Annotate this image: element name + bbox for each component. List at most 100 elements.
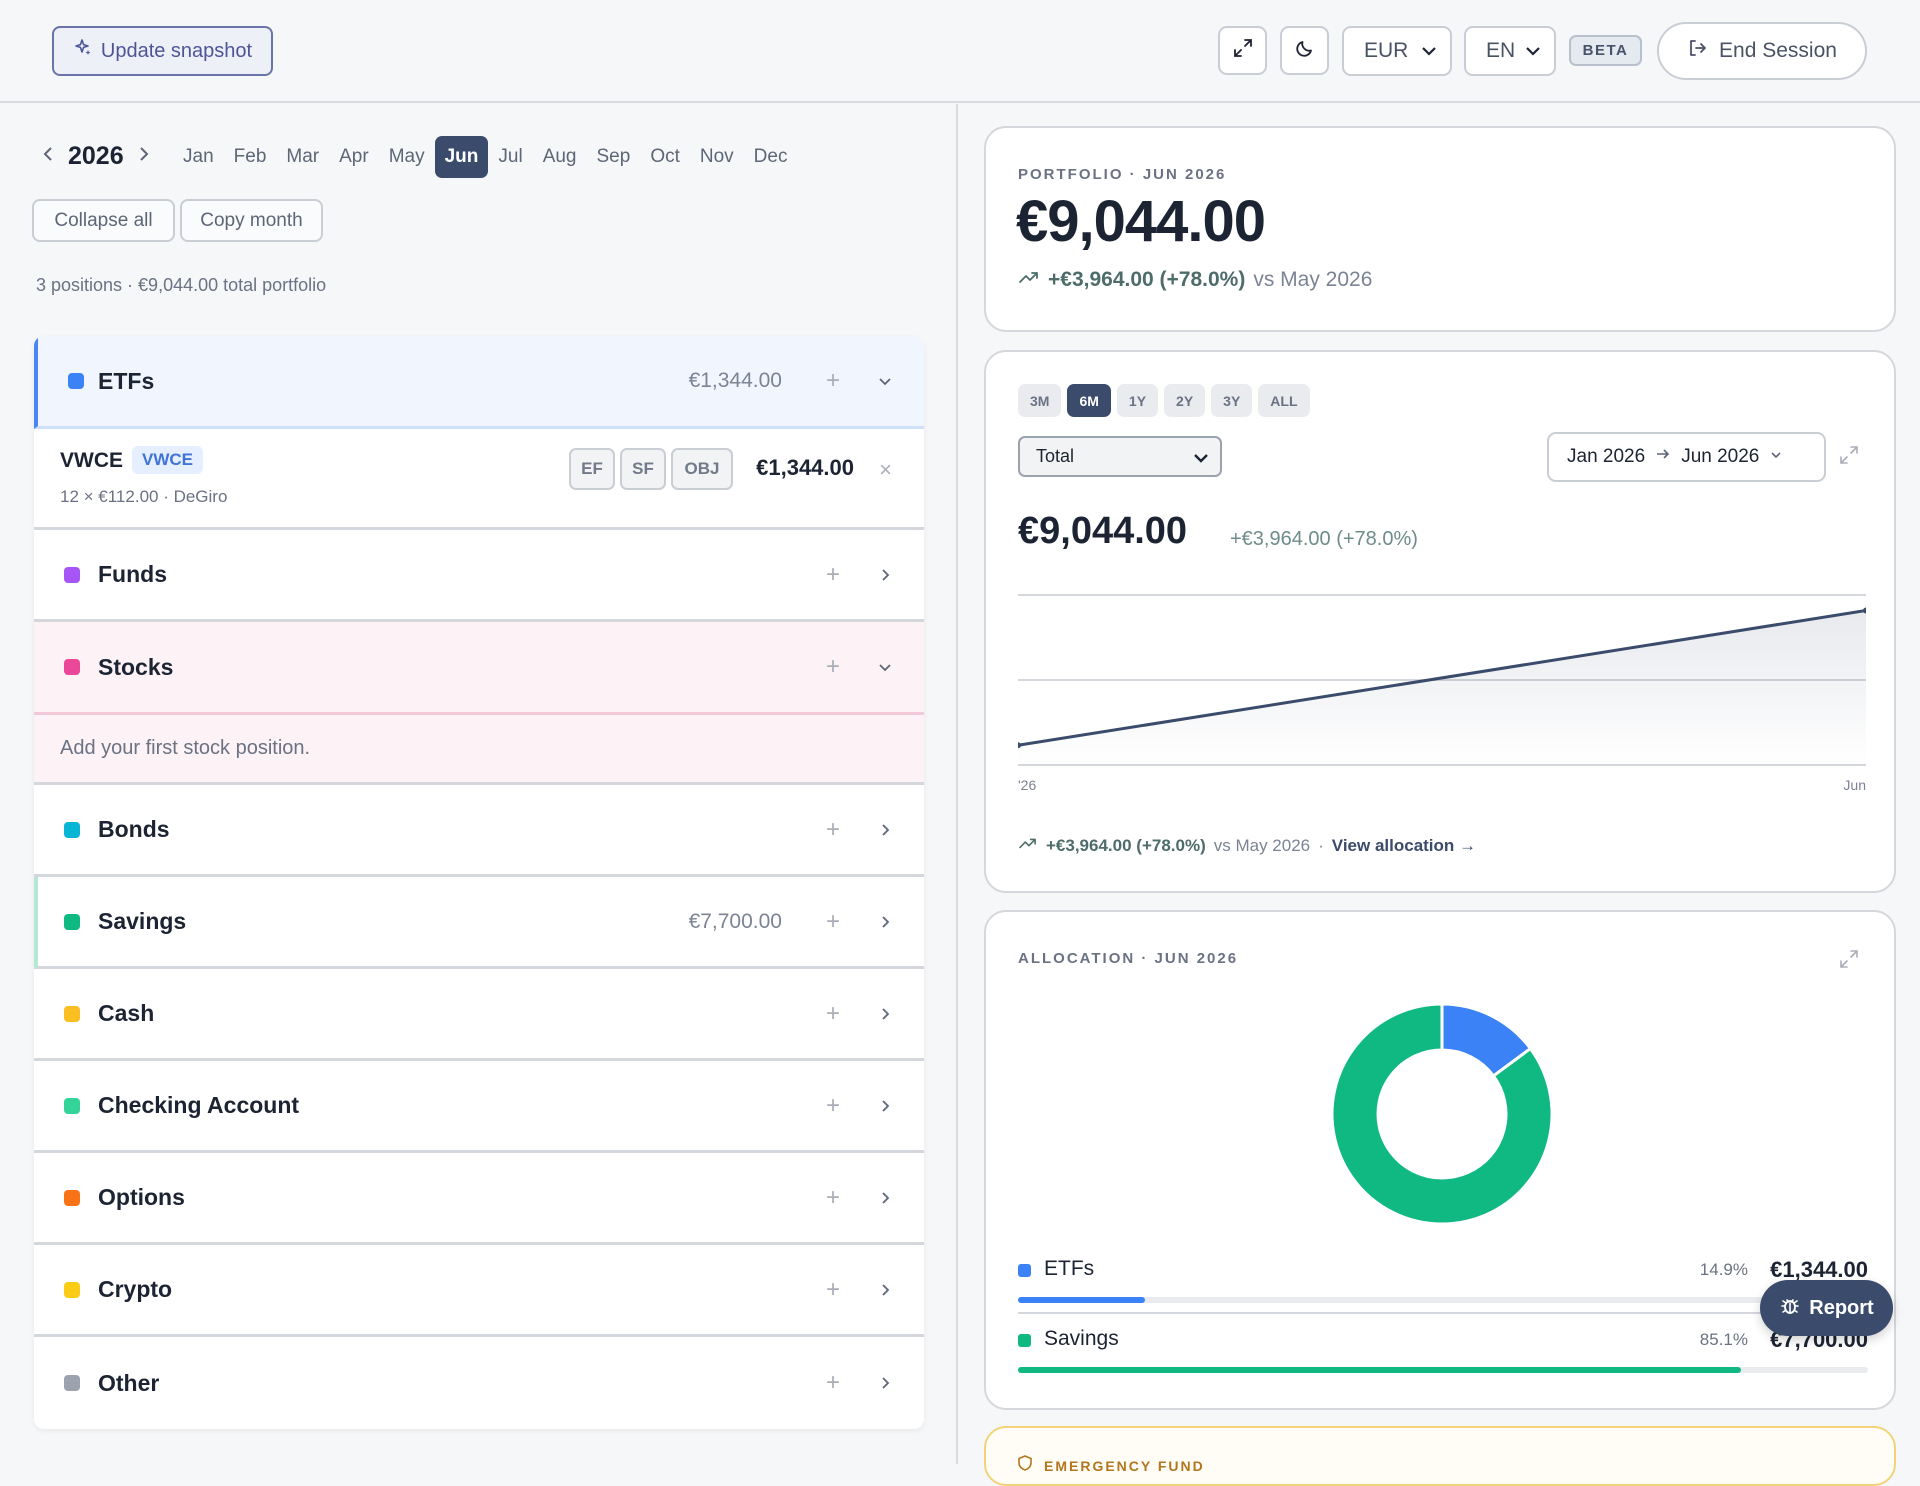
add-position-icon[interactable]: +	[825, 1183, 840, 1211]
chevron-right-icon[interactable]	[876, 1281, 894, 1299]
chevron-right-icon[interactable]	[876, 1005, 894, 1023]
add-position-icon[interactable]: +	[825, 1275, 840, 1303]
language-select[interactable]: EN	[1464, 26, 1556, 76]
report-bug-button[interactable]: Report	[1760, 1280, 1893, 1336]
series-select[interactable]: Total	[1018, 436, 1222, 477]
add-position-icon[interactable]: +	[825, 1369, 840, 1396]
add-position-icon[interactable]: +	[825, 653, 840, 680]
allocation-card: ALLOCATION · JUN 2026 ETFs 14.9% €1,344.…	[984, 910, 1896, 1410]
range-tab-all[interactable]: ALL	[1258, 384, 1310, 417]
chevron-down-icon[interactable]	[876, 658, 894, 676]
range-tab-3y[interactable]: 3Y	[1211, 384, 1253, 417]
category-row-checking-account[interactable]: Checking Account +	[34, 1061, 924, 1153]
category-row-funds[interactable]: Funds +	[34, 530, 924, 622]
add-position-icon[interactable]: +	[825, 999, 840, 1027]
tag-obj-button[interactable]: OBJ	[671, 448, 733, 490]
arrow-right-icon	[1655, 446, 1671, 468]
add-position-icon[interactable]: +	[825, 907, 840, 935]
month-tab-nov[interactable]: Nov	[699, 146, 734, 167]
month-tab-mar[interactable]: Mar	[286, 146, 320, 167]
range-tab-2y[interactable]: 2Y	[1164, 384, 1206, 417]
portfolio-card: PORTFOLIO · JUN 2026 €9,044.00 +€3,964.0…	[984, 126, 1896, 332]
view-allocation-link[interactable]: View allocation →	[1331, 835, 1477, 855]
chevron-down-icon	[1192, 449, 1210, 472]
month-tab-sep[interactable]: Sep	[596, 146, 631, 167]
chevron-down-icon[interactable]	[876, 372, 894, 390]
category-row-bonds[interactable]: Bonds +	[34, 785, 924, 877]
empty-state-text: Add your first stock position.	[60, 737, 311, 759]
chevron-right-icon[interactable]	[876, 1374, 894, 1392]
category-row-options[interactable]: Options +	[34, 1153, 924, 1245]
add-position-icon[interactable]: +	[825, 815, 840, 843]
report-label: Report	[1809, 1296, 1874, 1319]
category-row-other[interactable]: Other +	[34, 1337, 924, 1429]
add-position-icon[interactable]: +	[825, 1091, 840, 1119]
month-tab-oct[interactable]: Oct	[650, 146, 680, 167]
emergency-fund-label: EMERGENCY FUND	[1044, 1458, 1205, 1474]
expand-icon[interactable]	[1838, 948, 1860, 975]
range-tab-6m[interactable]: 6M	[1067, 384, 1111, 417]
chevron-right-icon[interactable]	[876, 566, 894, 584]
date-range-picker[interactable]: Jan 2026 Jun 2026	[1547, 432, 1826, 482]
chevron-right-icon[interactable]	[876, 1097, 894, 1115]
update-snapshot-button[interactable]: Update snapshot	[52, 26, 273, 76]
legend-dot	[1018, 1264, 1031, 1277]
month-tab-apr[interactable]: Apr	[339, 146, 369, 167]
range-tab-3m[interactable]: 3M	[1018, 384, 1062, 417]
expand-icon[interactable]	[1838, 444, 1860, 471]
end-session-button[interactable]: End Session	[1657, 22, 1867, 80]
ticker-badge: VWCE	[132, 446, 203, 474]
allocation-bar	[1018, 1297, 1868, 1303]
portfolio-delta: +€3,964.00 (+78.0%) vs May 2026	[1018, 268, 1372, 292]
chevron-left-icon[interactable]	[40, 145, 58, 168]
month-tab-may[interactable]: May	[388, 146, 425, 167]
chevron-right-icon[interactable]	[876, 1189, 894, 1207]
allocation-donut	[1330, 1002, 1554, 1226]
category-color-dot	[64, 913, 80, 930]
month-tab-jan[interactable]: Jan	[183, 146, 214, 167]
currency-select[interactable]: EUR	[1342, 26, 1452, 76]
copy-month-button[interactable]: Copy month	[180, 199, 323, 242]
month-tab-aug[interactable]: Aug	[542, 146, 577, 167]
footer-comparison: vs May 2026	[1213, 835, 1311, 855]
moon-icon	[1294, 37, 1316, 64]
collapse-all-button[interactable]: Collapse all	[32, 199, 175, 242]
add-position-icon[interactable]: +	[825, 560, 840, 588]
tag-sf-button[interactable]: SF	[620, 448, 666, 490]
currency-value: EUR	[1364, 39, 1409, 62]
beta-badge: BETA	[1569, 35, 1642, 66]
tag-ef-button[interactable]: EF	[569, 448, 615, 490]
category-color-dot	[64, 821, 80, 838]
series-line	[1018, 609, 1866, 747]
add-position-icon[interactable]: +	[825, 367, 840, 394]
remove-position-icon[interactable]: ×	[879, 457, 892, 482]
history-card: 3M 6M 1Y 2Y 3Y ALL Total Jan 2026 Jun 20…	[984, 350, 1896, 893]
category-label: Funds	[98, 561, 167, 587]
chevron-right-icon[interactable]	[876, 821, 894, 839]
fullscreen-button[interactable]	[1218, 26, 1267, 75]
month-tab-jul[interactable]: Jul	[498, 146, 523, 167]
category-row-savings[interactable]: Savings €7,700.00 +	[34, 877, 924, 969]
legend-percent: 14.9%	[1699, 1260, 1748, 1279]
category-row-stocks[interactable]: Stocks +	[34, 622, 924, 715]
chevron-right-icon[interactable]	[876, 913, 894, 931]
chevron-right-icon[interactable]	[134, 145, 152, 168]
position-row-vwce[interactable]: VWCE VWCE 12 × €112.00 · DeGiro EF SF OB…	[34, 429, 924, 530]
stocks-empty-state: Add your first stock position.	[34, 715, 924, 785]
month-tab-feb[interactable]: Feb	[233, 146, 267, 167]
category-row-crypto[interactable]: Crypto +	[34, 1245, 924, 1337]
range-tab-1y[interactable]: 1Y	[1116, 384, 1159, 417]
logout-icon	[1687, 37, 1709, 65]
category-label: Cash	[98, 1000, 155, 1026]
month-tab-jun[interactable]: Jun	[434, 136, 489, 178]
delta-amount: +€3,964.00 (+78.0%)	[1048, 268, 1246, 291]
category-color-dot	[64, 1005, 80, 1022]
month-tab-dec[interactable]: Dec	[753, 146, 788, 167]
theme-toggle-button[interactable]	[1280, 26, 1329, 75]
category-label: Options	[98, 1184, 185, 1210]
category-row-etfs[interactable]: ETFs €1,344.00 +	[34, 336, 924, 429]
x-tick-label: '26	[1018, 777, 1036, 793]
legend-dot	[1018, 1334, 1031, 1347]
category-row-cash[interactable]: Cash +	[34, 969, 924, 1061]
chart-value: €9,044.00	[1018, 510, 1188, 552]
